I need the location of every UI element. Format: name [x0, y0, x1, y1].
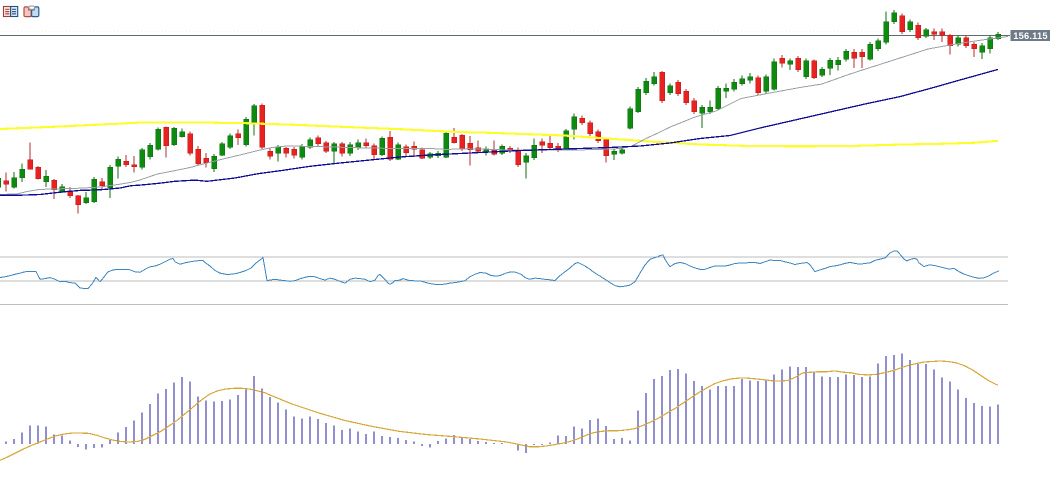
svg-text:156.115: 156.115: [1013, 31, 1048, 41]
